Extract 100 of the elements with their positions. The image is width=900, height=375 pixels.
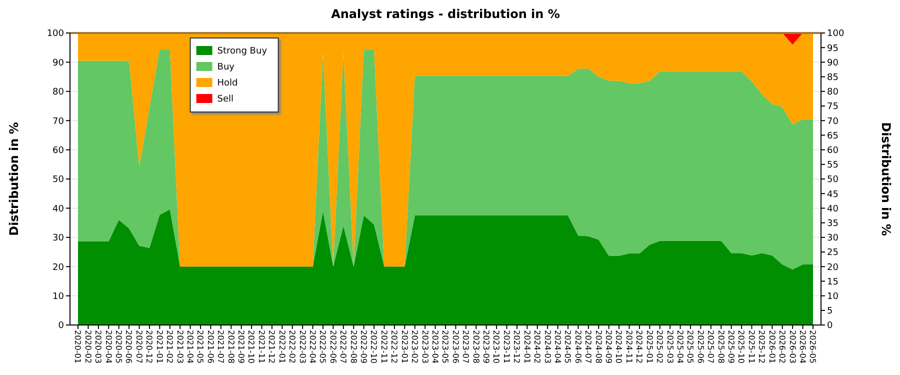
x-tick-label: 2021-10 <box>246 330 256 364</box>
y2-tick-label: 5 <box>827 306 833 317</box>
y-tick-label: 100 <box>46 29 64 40</box>
x-tick-label: 2026-01 <box>767 330 776 364</box>
y2-tick-label: 70 <box>827 116 839 127</box>
x-tick-label: 2022-04 <box>308 330 317 364</box>
x-tick-label: 2022-08 <box>348 330 358 364</box>
y2-tick-label: 10 <box>827 292 839 302</box>
y2-tick-label: 25 <box>827 248 838 258</box>
x-tick-label: 2021-01 <box>154 330 164 364</box>
x-tick-label: 2024-12 <box>634 330 644 364</box>
y2-tick-label: 60 <box>827 146 839 156</box>
x-tick-label: 2021-06 <box>206 330 215 364</box>
x-tick-label: 2020-05 <box>114 330 124 364</box>
y-tick-label: 80 <box>52 88 64 98</box>
y-tick-label: 70 <box>52 116 64 127</box>
x-tick-label: 2023-03 <box>420 330 430 364</box>
x-tick-label: 2026-05 <box>808 330 818 364</box>
y-axis-title: Distribution in % <box>7 122 21 236</box>
y-tick-label: 90 <box>52 58 64 68</box>
x-tick-label: 2022-09 <box>359 330 368 364</box>
y2-tick-label: 45 <box>827 190 838 200</box>
y2-tick-label: 20 <box>827 262 839 273</box>
x-tick-label: 2023-11 <box>502 330 511 364</box>
x-tick-label: 2026-04 <box>798 330 807 364</box>
y2-tick-label: 85 <box>827 72 838 83</box>
x-tick-label: 2023-07 <box>461 330 470 364</box>
x-tick-label: 2020-02 <box>83 330 92 364</box>
x-tick-label: 2020-06 <box>124 330 134 364</box>
y-tick-label: 0 <box>58 321 64 332</box>
x-tick-label: 2023-09 <box>482 330 491 364</box>
x-tick-label: 2025-09 <box>726 330 736 364</box>
x-tick-label: 2022-02 <box>288 330 297 364</box>
x-tick-label: 2022-10 <box>369 330 378 364</box>
x-tick-label: 2023-08 <box>471 330 480 364</box>
y2-tick-label: 90 <box>827 58 839 68</box>
x-tick-label: 2023-05 <box>440 330 450 364</box>
x-tick-label: 2021-09 <box>236 330 246 364</box>
legend-label: Hold <box>217 78 238 89</box>
x-tick-label: 2021-07 <box>216 330 226 364</box>
x-tick-label: 2024-09 <box>604 330 614 364</box>
x-tick-label: 2024-01 <box>522 330 532 364</box>
x-tick-label: 2025-05 <box>686 330 695 364</box>
x-tick-label: 2020-03 <box>94 330 103 364</box>
x-tick-label: 2025-01 <box>644 330 654 364</box>
x-tick-label: 2021-11 <box>256 330 266 364</box>
y-tick-label: 30 <box>52 234 64 244</box>
x-tick-label: 2020-07 <box>134 330 144 364</box>
legend-label: Sell <box>217 94 234 105</box>
x-tick-label: 2025-07 <box>706 330 716 364</box>
y2-tick-label: 40 <box>827 204 839 214</box>
y2-tick-label: 75 <box>827 102 838 112</box>
x-tick-label: 2026-03 <box>788 330 797 364</box>
y2-tick-label: 65 <box>827 131 838 142</box>
x-tick-label: 2022-07 <box>338 330 348 364</box>
x-tick-label: 2025-08 <box>716 330 726 364</box>
x-tick-label: 2025-03 <box>665 330 674 364</box>
y2-tick-label: 35 <box>827 218 838 229</box>
y2-tick-label: 55 <box>827 160 838 171</box>
x-tick-label: 2022-11 <box>379 330 388 364</box>
x-tick-label: 2021-05 <box>196 330 205 364</box>
y2-tick-label: 80 <box>827 88 839 98</box>
legend-label: Strong Buy <box>217 46 268 57</box>
y-tick-label: 40 <box>52 204 64 214</box>
x-tick-label: 2023-12 <box>512 330 522 364</box>
x-tick-label: 2024-02 <box>532 330 542 364</box>
x-tick-label: 2021-02 <box>165 330 174 364</box>
x-tick-label: 2025-04 <box>675 330 684 364</box>
x-tick-label: 2023-02 <box>410 330 420 364</box>
x-tick-label: 2024-05 <box>563 330 572 364</box>
x-tick-label: 2024-11 <box>624 330 634 364</box>
x-tick-label: 2024-08 <box>594 330 603 364</box>
x-tick-label: 2025-02 <box>655 330 664 364</box>
x-tick-label: 2021-08 <box>226 330 236 364</box>
x-tick-label: 2022-12 <box>390 330 399 364</box>
y-tick-label: 50 <box>52 175 64 186</box>
x-tick-label: 2024-10 <box>614 330 624 364</box>
x-tick-label: 2022-05 <box>318 330 328 364</box>
x-tick-label: 2023-01 <box>400 330 409 364</box>
y2-tick-label: 95 <box>827 44 838 54</box>
x-tick-label: 2022-01 <box>277 330 286 364</box>
x-tick-label: 2025-06 <box>696 330 705 364</box>
x-tick-label: 2024-03 <box>542 330 552 364</box>
x-tick-label: 2025-12 <box>757 330 766 364</box>
x-tick-label: 2023-04 <box>430 330 440 364</box>
x-tick-label: 2024-07 <box>584 330 593 364</box>
x-tick-label: 2021-04 <box>185 330 194 364</box>
y2-axis-title: Distribution in % <box>879 122 893 236</box>
y2-tick-label: 50 <box>827 175 839 186</box>
x-tick-label: 2023-10 <box>492 330 501 364</box>
chart-title: Analyst ratings - distribution in % <box>331 7 560 21</box>
y2-tick-label: 100 <box>827 29 844 40</box>
y2-tick-label: 0 <box>827 321 833 332</box>
x-tick-label: 2025-11 <box>746 330 756 364</box>
y2-tick-label: 30 <box>827 234 839 244</box>
x-tick-label: 2022-03 <box>298 330 307 364</box>
x-tick-label: 2025-10 <box>736 330 746 364</box>
x-tick-label: 2023-06 <box>450 330 460 364</box>
y-tick-label: 60 <box>52 146 64 156</box>
y-tick-label: 10 <box>52 292 64 302</box>
